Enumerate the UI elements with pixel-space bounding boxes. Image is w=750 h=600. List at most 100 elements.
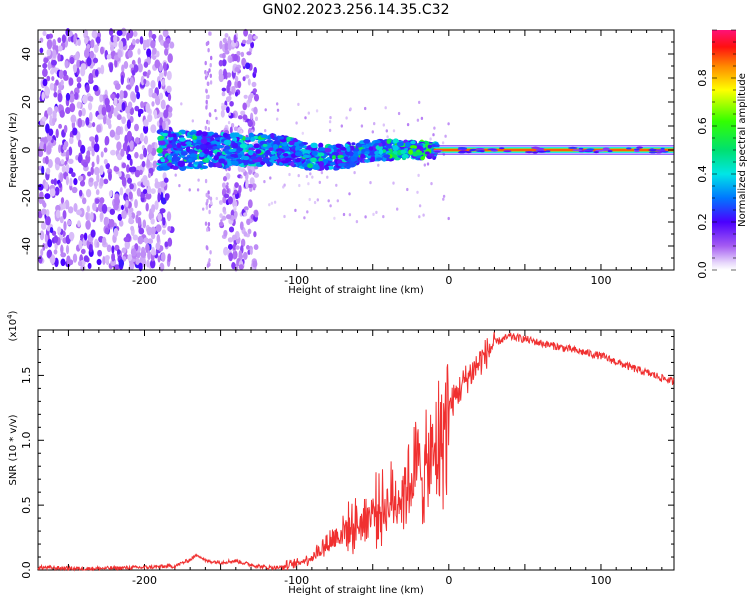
spectrogram-blob xyxy=(178,137,186,142)
spectrogram-blob xyxy=(93,143,100,153)
spectrogram-blob xyxy=(335,183,338,187)
spectrogram-blob xyxy=(245,209,248,213)
spectrogram-blob xyxy=(202,131,208,137)
spectrogram-blob xyxy=(199,143,207,149)
spectrogram-blob xyxy=(385,129,388,133)
spectrogram-blob xyxy=(650,148,655,151)
spectrogram-blob xyxy=(292,138,299,143)
spectrogram-blob xyxy=(327,145,335,149)
spectrogram-blob xyxy=(188,188,191,192)
spectrogram-blob xyxy=(223,139,232,146)
spectrogram-blob xyxy=(222,176,228,182)
spectrogram-blob xyxy=(88,243,93,253)
spectrogram-blob xyxy=(103,178,109,185)
spectrogram-blob xyxy=(50,179,55,185)
spectrogram-blob xyxy=(203,148,210,155)
spectrogram-blob xyxy=(87,102,93,111)
spectrogram-blob xyxy=(253,106,258,115)
spectrogram-blob xyxy=(48,128,54,136)
spectrogram-blob xyxy=(221,215,227,221)
spectrogram-blob xyxy=(162,29,169,38)
spectrogram-blob xyxy=(142,71,148,77)
spectrogram-blob xyxy=(43,57,49,64)
spectrogram-blob xyxy=(197,163,202,169)
spectrogram-blob xyxy=(53,178,57,186)
spectrogram-blob xyxy=(429,137,432,141)
spectrogram-blob xyxy=(243,231,248,237)
spectrogram-blob xyxy=(295,121,298,125)
spectrogram-blob xyxy=(167,155,173,160)
spectrogram-blob xyxy=(273,200,277,204)
spectrogram-blob xyxy=(99,197,105,204)
spectrogram-blob xyxy=(42,202,47,208)
spectrogram-blob xyxy=(249,92,254,99)
spectrogram-blob xyxy=(228,226,235,233)
spectrogram-blob xyxy=(146,259,150,268)
snr-scale-label: (x104) xyxy=(6,310,19,341)
spectrogram-blob xyxy=(126,112,131,120)
spectrogram-blob xyxy=(372,212,375,216)
spectrogram-blob xyxy=(46,107,53,116)
spectrogram-blob xyxy=(164,241,169,248)
spectrogram-blob xyxy=(243,206,249,211)
spectrogram-blob xyxy=(128,212,132,218)
spectrogram-blob xyxy=(317,152,325,157)
spectrogram-blob xyxy=(105,162,110,170)
spectrogram-blob xyxy=(242,251,248,260)
spectrogram-blob xyxy=(89,136,95,142)
spectrogram-blob xyxy=(218,200,223,205)
spectrogram-blob xyxy=(503,150,512,153)
spectrogram-blob xyxy=(315,109,319,113)
spectrogram-ylabel: Frequency (Hz) xyxy=(8,112,19,188)
spectrogram-blob xyxy=(44,193,51,200)
spectrogram-blob xyxy=(114,197,120,206)
spectrogram-blob xyxy=(60,258,66,267)
spectrogram-blob xyxy=(91,161,95,168)
spectrogram-blob xyxy=(236,50,241,56)
spectrogram-blob xyxy=(120,204,125,211)
spectrogram-blob xyxy=(139,132,144,142)
spectrogram-blob xyxy=(46,48,51,57)
spectrogram-blob xyxy=(360,124,364,128)
spectrogram-blob xyxy=(298,143,305,147)
spectrogram-blob xyxy=(147,250,151,261)
spectrogram-blob xyxy=(41,165,45,175)
spectrogram-blob xyxy=(226,72,232,78)
spectrogram-blob xyxy=(108,218,115,228)
spectrogram-blob xyxy=(121,101,126,112)
snr-series-line xyxy=(37,331,675,572)
spectrogram-blob xyxy=(116,92,120,99)
spectrogram-blob xyxy=(447,122,450,126)
spectrogram-blob xyxy=(83,48,90,59)
spectrogram-blob xyxy=(139,36,144,45)
spectrogram-blob xyxy=(150,226,156,235)
spectrogram-blob xyxy=(101,236,107,246)
spectrogram-blob xyxy=(116,30,123,36)
spectrogram-blob xyxy=(239,143,248,149)
spectrogram-blob xyxy=(246,39,251,45)
spectrogram-blob xyxy=(447,216,450,221)
spectrogram-blob xyxy=(68,231,75,241)
spectrogram-blob xyxy=(127,49,133,58)
spectrogram-blob xyxy=(264,108,267,112)
spectrogram-blob xyxy=(265,149,271,155)
spectrogram-blob xyxy=(366,155,372,159)
spectrogram-blob xyxy=(320,171,324,175)
spectrogram-blob xyxy=(237,80,242,89)
spectrogram-blob xyxy=(223,229,228,237)
spectrogram-blob xyxy=(91,148,95,157)
spectrogram-blob xyxy=(208,262,211,267)
spectrogram-blob xyxy=(232,243,237,251)
spectrogram-blob xyxy=(140,101,144,109)
spectrogram-blob xyxy=(166,85,172,94)
spectrogram-blob xyxy=(127,177,132,184)
spectrogram-blob xyxy=(418,204,422,208)
spectrogram-blob xyxy=(130,225,135,232)
spectrogram-blob xyxy=(40,137,46,143)
spectrogram-blob xyxy=(225,155,232,159)
spectrogram-blob xyxy=(231,261,236,270)
spectrogram-blob xyxy=(229,132,238,139)
spectrogram-blob xyxy=(88,111,93,122)
spectrogram-blob xyxy=(62,145,67,151)
spectrogram-blob xyxy=(40,221,47,230)
